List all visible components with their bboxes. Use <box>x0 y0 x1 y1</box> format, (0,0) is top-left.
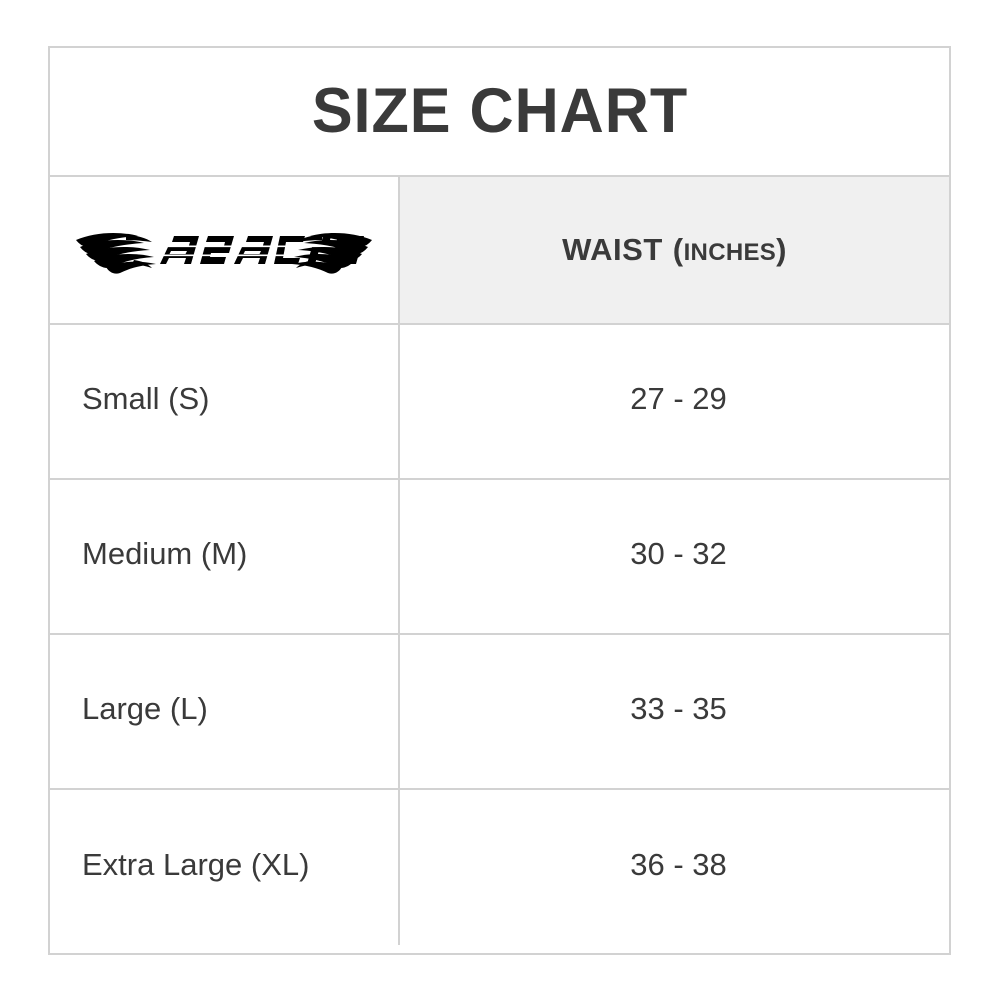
size-chart-table: SIZE CHART <box>48 46 951 955</box>
table-row: Medium (M) 30 - 32 <box>50 480 949 635</box>
table-header-row: WAIST ( INCHES ) <box>50 177 949 325</box>
waist-value: 33 - 35 <box>630 690 727 726</box>
table-row: Extra Large (XL) 36 - 38 <box>50 790 949 945</box>
waist-unit: ( INCHES ) <box>673 232 787 268</box>
waist-word: WAIST <box>562 232 663 267</box>
header-cell-brand <box>50 177 400 323</box>
header-cell-waist: WAIST ( INCHES ) <box>400 177 949 323</box>
size-label: Medium (M) <box>82 535 248 571</box>
waist-header-label: WAIST ( INCHES ) <box>562 232 787 268</box>
waist-value: 36 - 38 <box>630 846 727 882</box>
page-title: SIZE CHART <box>311 76 688 146</box>
size-label: Extra Large (XL) <box>82 846 310 882</box>
table-row: Large (L) 33 - 35 <box>50 635 949 790</box>
cell-size-name: Extra Large (XL) <box>50 790 400 945</box>
cell-size-name: Medium (M) <box>50 480 400 633</box>
cell-size-name: Small (S) <box>50 325 400 478</box>
waist-value: 30 - 32 <box>630 535 727 571</box>
waist-value: 27 - 29 <box>630 380 727 416</box>
cell-waist-value: 36 - 38 <box>400 790 949 945</box>
cell-size-name: Large (L) <box>50 635 400 788</box>
unit-open-paren: ( <box>672 232 684 267</box>
cell-waist-value: 30 - 32 <box>400 480 949 633</box>
unit-text: INCHES <box>683 239 777 266</box>
size-label: Large (L) <box>82 690 208 726</box>
title-row: SIZE CHART <box>50 48 949 177</box>
size-label: Small (S) <box>82 380 210 416</box>
cell-waist-value: 27 - 29 <box>400 325 949 478</box>
cell-waist-value: 33 - 35 <box>400 635 949 788</box>
table-row: Small (S) 27 - 29 <box>50 325 949 480</box>
unit-close-paren: ) <box>776 232 787 267</box>
agacio-winged-logo-icon <box>74 220 374 280</box>
